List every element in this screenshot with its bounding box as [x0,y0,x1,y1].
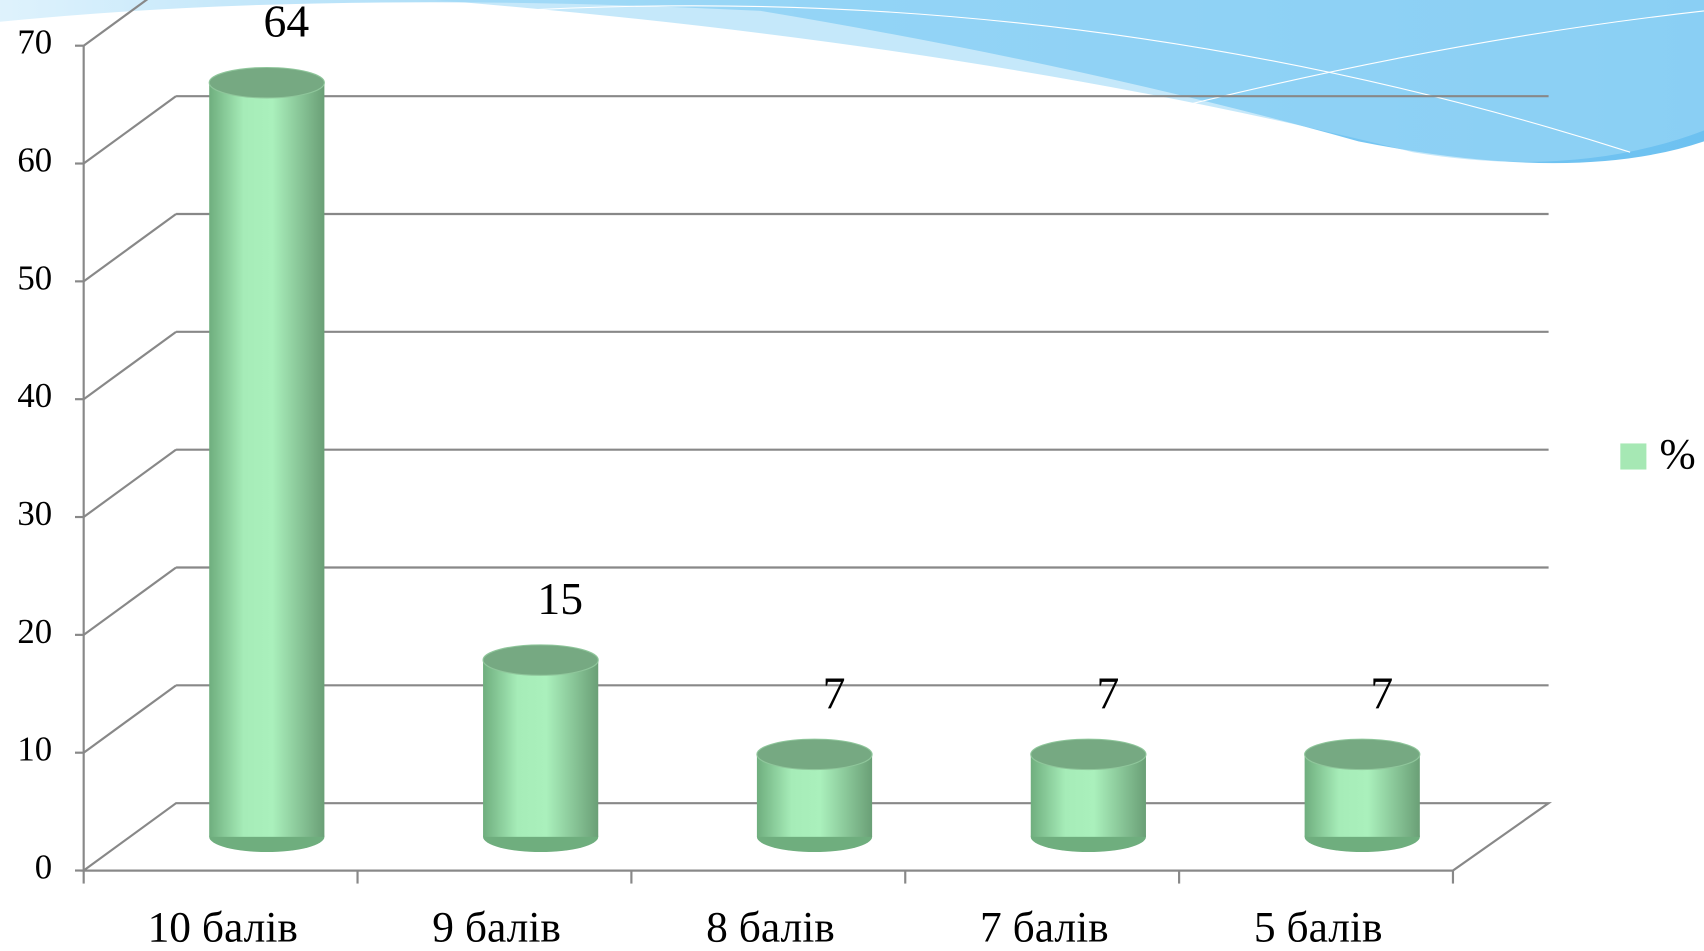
value-label: 7 [1370,667,1393,718]
value-label: 15 [537,573,583,624]
bar-top [756,738,873,771]
x-tick-label: 7 балів [980,903,1109,951]
grid-line [83,330,177,401]
grid-line [83,95,177,165]
bar [483,660,599,837]
bar-top [1304,738,1421,771]
grid-line [83,213,177,283]
bar-top [482,644,599,676]
x-tick-label: 10 балів [148,903,298,951]
grid-line [83,0,149,47]
x-tick-label: 5 балів [1254,903,1383,951]
y-tick-label: 10 [17,730,52,769]
grid-line [83,448,177,518]
y-tick-label: 40 [17,376,52,415]
legend-label: % [1659,431,1695,479]
bar-top [208,66,325,99]
grid-line [83,684,177,754]
y-tick-label: 60 [17,141,52,180]
legend-swatch [1620,443,1647,470]
y-tick-label: 50 [17,258,52,297]
x-tick-label: 9 балів [432,903,561,951]
grid-line [83,566,177,636]
x-tick-label: 8 балів [706,903,835,951]
decoration [0,0,1704,164]
value-label: 64 [264,0,310,47]
value-label: 7 [823,667,846,718]
y-tick-label: 20 [17,612,52,651]
y-tick-label: 0 [35,848,52,887]
y-tick-label: 30 [17,494,52,533]
bar [209,82,325,837]
bar-top [1030,738,1147,771]
value-label: 7 [1097,667,1120,718]
y-tick-label: 70 [17,23,52,62]
